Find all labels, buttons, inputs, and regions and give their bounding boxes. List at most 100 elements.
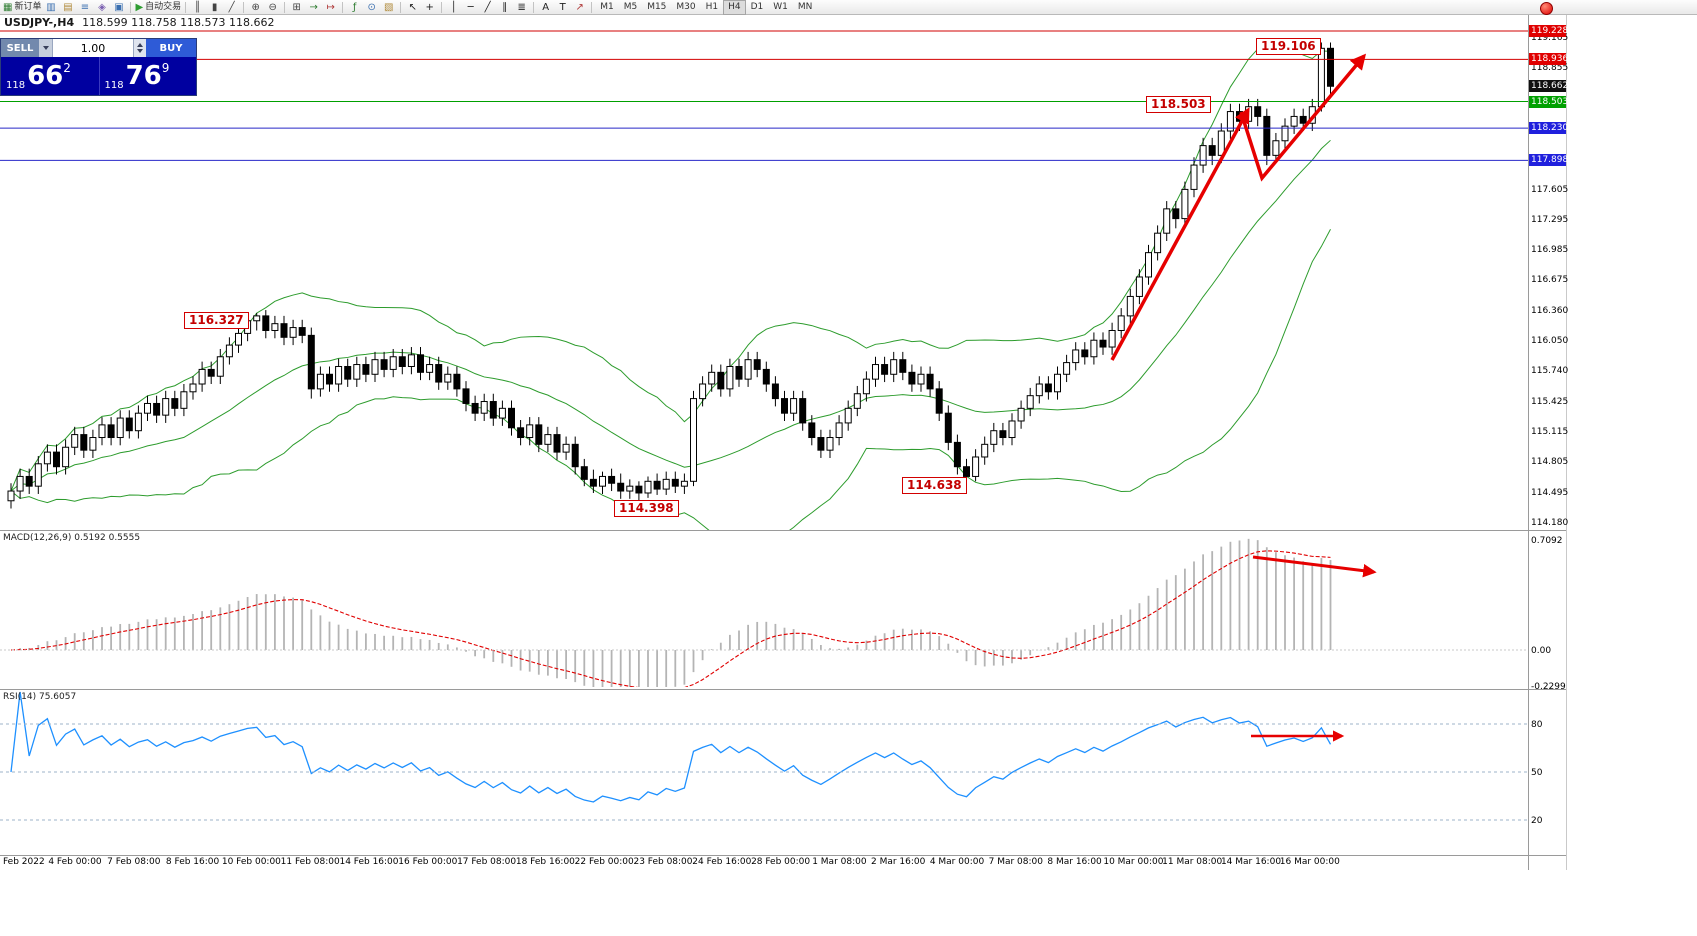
price-callout-label[interactable]: 114.398 [614, 500, 679, 517]
buy-button[interactable]: BUY [146, 39, 196, 57]
price-tag: 118.230 [1529, 122, 1569, 135]
timeframe-m15[interactable]: M15 [647, 1, 667, 12]
timeframe-m5[interactable]: M5 [623, 1, 638, 12]
record-indicator-icon [1540, 2, 1553, 15]
vertical-line-icon[interactable]: │ [445, 1, 462, 14]
bar-chart-icon[interactable]: ║ [189, 1, 206, 14]
indicators-icon[interactable]: ƒ [346, 1, 363, 14]
price-callout-label[interactable]: 114.638 [902, 477, 967, 494]
rsi-scale-tick: 80 [1531, 720, 1543, 730]
volume-stepper[interactable] [134, 39, 146, 57]
toolbar-separator [591, 1, 593, 13]
ohlc-values-label: 118.599 118.758 118.573 118.662 [82, 16, 275, 29]
periods-icon: ⊙ [367, 1, 376, 13]
channel-icon[interactable]: ∥ [496, 1, 513, 14]
auto-trading-button: ▶ [135, 1, 144, 13]
sell-button[interactable]: SELL [1, 39, 39, 57]
horizontal-line-icon: ─ [467, 1, 474, 13]
price-scale-tick: 118.855 [1531, 63, 1569, 74]
date-label: 1 Mar 08:00 [812, 857, 867, 867]
chart-title: USDJPY-,H4 118.599 118.758 118.573 118.66… [4, 16, 275, 29]
volume-input[interactable] [52, 39, 134, 57]
indicators-icon: ƒ [352, 1, 357, 13]
ask-price[interactable]: 118 76 9 [98, 57, 197, 95]
market-watch-icon[interactable]: ≡ [76, 1, 93, 14]
chart-shift-icon[interactable]: ↦ [322, 1, 339, 14]
fibonacci-icon[interactable]: ≣ [513, 1, 530, 14]
crosshair-icon: + [425, 1, 434, 13]
text-icon: A [542, 1, 550, 13]
timeframe-m30[interactable]: M30 [676, 1, 696, 12]
toolbar-separator [284, 1, 286, 13]
crosshair-icon[interactable]: + [421, 1, 438, 14]
price-scale-tick: 116.985 [1531, 245, 1569, 256]
price-callout-label[interactable]: 116.327 [184, 312, 249, 329]
timeframe-d1[interactable]: D1 [750, 1, 764, 12]
text-label-icon: T [559, 1, 566, 13]
macd-panel-layer [10, 538, 1332, 687]
vertical-line-icon: │ [450, 1, 457, 13]
candlestick-chart-icon[interactable]: ▮ [206, 1, 223, 14]
chart-window-icon[interactable]: ▥ [42, 1, 59, 14]
date-label: 8 Mar 16:00 [1047, 857, 1102, 867]
bar-chart-icon: ║ [194, 1, 201, 13]
toolbar-separator [441, 1, 443, 13]
one-click-trading-panel: SELL BUY 118 66 2 118 76 9 [0, 38, 197, 96]
ask-prefix: 118 [104, 80, 124, 91]
line-chart-icon[interactable]: ╱ [223, 1, 240, 14]
periods-icon[interactable]: ⊙ [363, 1, 380, 14]
auto-trading-button[interactable]: ▶ 自动交易 [134, 1, 182, 14]
zoom-in-icon[interactable]: ⊕ [247, 1, 264, 14]
macd-scale-tick: 0.7092 [1531, 536, 1563, 547]
order-type-dropdown[interactable] [39, 39, 52, 57]
price-callout-label[interactable]: 118.503 [1146, 96, 1211, 113]
text-label-icon[interactable]: T [554, 1, 571, 14]
toolbar-buttons: ▦ 新订单 ▥ ▤ ≡ ◈ ▣ ▶ 自动交易 ║ ▮ ╱ ⊕ ⊖ ⊞ → ↦ ƒ ⊙ ▧ ↖ + │ ─ ╱ ∥ ≣ A T ↗ [2, 1, 595, 14]
symbol-period-label: USDJPY-,H4 [4, 16, 75, 29]
arrows-icon[interactable]: ↗ [571, 1, 588, 14]
timeframe-m1[interactable]: M1 [600, 1, 614, 12]
toolbar-separator [243, 1, 245, 13]
zoom-out-icon: ⊖ [268, 1, 277, 13]
date-label: 24 Feb 16:00 [692, 857, 752, 867]
auto-scroll-icon[interactable]: → [305, 1, 322, 14]
timeframe-mn[interactable]: MN [797, 1, 813, 12]
terminal-icon[interactable]: ▣ [110, 1, 127, 14]
text-icon[interactable]: A [537, 1, 554, 14]
zoom-out-icon[interactable]: ⊖ [264, 1, 281, 14]
cursor-icon[interactable]: ↖ [404, 1, 421, 14]
templates-icon[interactable]: ▧ [380, 1, 397, 14]
main-toolbar: ▦ 新订单 ▥ ▤ ≡ ◈ ▣ ▶ 自动交易 ║ ▮ ╱ ⊕ ⊖ ⊞ → ↦ ƒ ⊙ ▧ ↖ + │ ─ ╱ ∥ ≣ A T ↗ M1 M5… [0, 0, 1697, 15]
new-order-button: ▦ [3, 1, 13, 13]
price-scale-tick: 117.605 [1531, 184, 1569, 195]
date-label: 4 Mar 00:00 [929, 857, 985, 867]
navigator-icon[interactable]: ◈ [93, 1, 110, 14]
date-label: 14 Mar 16:00 [1220, 857, 1282, 867]
price-callout-label[interactable]: 119.106 [1256, 38, 1321, 55]
price-tag: 117.898 [1529, 154, 1569, 167]
bid-prefix: 118 [6, 80, 26, 91]
bid-pipette: 2 [63, 61, 71, 75]
date-label: 23 Feb 08:00 [633, 857, 693, 867]
timeframe-w1[interactable]: W1 [773, 1, 788, 12]
trendline-icon[interactable]: ╱ [479, 1, 496, 14]
price-scale-tick: 114.495 [1531, 487, 1569, 498]
auto-scroll-icon: → [309, 1, 318, 13]
date-label: 18 Feb 16:00 [515, 857, 575, 867]
profiles-icon: ▤ [63, 1, 73, 13]
profiles-icon[interactable]: ▤ [59, 1, 76, 14]
horizontal-line-icon[interactable]: ─ [462, 1, 479, 14]
new-order-button[interactable]: ▦ 新订单 [2, 1, 42, 14]
auto-trading-button-label: 自动交易 [145, 1, 182, 12]
price-scale-tick: 114.805 [1531, 457, 1569, 468]
timeframe-h1[interactable]: H1 [705, 1, 719, 12]
ask-big-digits: 76 [125, 61, 162, 91]
tile-windows-icon[interactable]: ⊞ [288, 1, 305, 14]
date-label: 7 Mar 08:00 [988, 857, 1043, 867]
timeframe-h4[interactable]: H4 [723, 0, 746, 15]
bid-price[interactable]: 118 66 2 [1, 57, 99, 95]
line-chart-icon: ╱ [228, 1, 235, 13]
date-label: 10 Feb 00:00 [221, 857, 281, 867]
date-label: 4 Feb 00:00 [48, 857, 102, 867]
